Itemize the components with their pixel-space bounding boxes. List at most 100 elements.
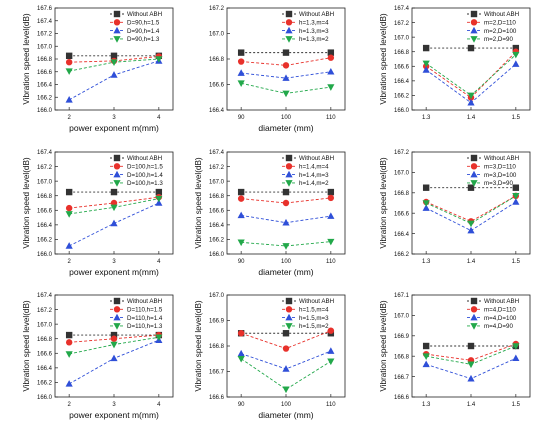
data-point [110,204,118,212]
data-point [327,84,335,91]
x-tick-label: 1.3 [422,115,431,121]
legend-label: Without ABH [127,155,162,162]
y-axis-label: Vibration speed level(dB) [194,300,203,392]
legend-label: h=1.3,m=3 [299,28,329,35]
data-point [110,188,118,196]
legend-marker [470,323,478,330]
legend-label: m=4,D=90 [484,323,513,330]
y-tick-label: 167.0 [37,322,53,328]
x-tick-label: 2 [67,259,71,265]
series-1 [65,188,163,196]
legend-marker [470,36,478,43]
y-tick-label: 167.0 [394,314,410,320]
y-tick-label: 166.2 [37,95,53,101]
data-point [282,386,290,394]
data-point [237,239,245,247]
data-point [327,67,335,75]
data-point [237,349,245,357]
data-point [327,238,335,246]
legend-marker [285,170,293,178]
y-tick-label: 166.6 [37,351,53,357]
y-tick-label: 166.8 [209,57,225,63]
x-tick-label: 1.3 [422,402,431,408]
panel-5: 166.0 166.2 166.4 166.6 166.8 167.0 167.2 167.4… [194,150,346,277]
x-axis-label: power exponent m(mm) [69,123,159,133]
legend-label: m=2,D=100 [484,28,517,35]
legend-label: Without ABH [484,155,519,162]
x-axis-label: diameter (mm) [258,123,313,133]
data-point [422,200,430,207]
data-point [282,62,290,69]
legend-marker [113,10,121,18]
data-point [65,58,73,66]
legend-label: Without ABH [127,11,162,18]
x-tick-label: 1.3 [422,259,431,265]
series-1 [237,330,335,337]
data-point [65,351,73,358]
series-4 [65,334,163,358]
legend-marker [470,10,478,18]
legend-label: h=1.4,m=4 [299,164,329,171]
series-3 [237,211,335,226]
legend-label: Without ABH [299,155,334,162]
y-tick-label: 167.4 [209,150,225,156]
data-point [237,58,245,65]
series-4 [422,51,520,100]
data-point [110,341,118,349]
y-tick-label: 166.4 [209,108,225,114]
y-tick-label: 166.9 [394,334,410,340]
y-tick-label: 166.0 [37,108,53,114]
series-3 [65,336,163,387]
x-tick-label: 4 [157,115,161,121]
data-point [237,195,245,202]
data-point [65,380,73,387]
data-point [110,354,118,362]
data-point [65,204,73,212]
legend-label: D=100,h=1.4 [127,172,163,179]
data-point [65,68,73,75]
legend-marker [470,154,478,162]
data-point [155,56,163,63]
series-line [425,195,517,224]
x-tick-label: 1.5 [512,259,521,265]
data-point [237,80,245,88]
legend-marker [113,306,121,313]
x-axis-label: power exponent m(mm) [69,410,159,420]
data-point [327,188,335,196]
x-tick-label: 4 [157,402,161,408]
data-point [422,353,430,360]
legend-label: m=2,D=110 [484,20,516,27]
series-4 [422,343,520,369]
data-point [282,188,290,196]
data-point [422,66,430,73]
data-point [282,243,290,250]
data-point [155,195,163,203]
panel-6: 166.2 166.4 166.6 166.8 167.0 167.2 1.3 1.4 1.5 V… [379,150,531,265]
y-tick-label: 167.2 [394,150,410,156]
data-point [237,330,245,337]
legend-marker [113,170,121,178]
data-point [327,212,335,219]
data-point [237,188,245,196]
series-3 [422,354,520,382]
data-point [237,49,245,56]
panel-8: 166.6 166.7 166.8 166.9 167.0 90 100 110 diamete… [194,293,346,420]
data-point [282,345,290,352]
series-4 [422,193,520,228]
y-tick-label: 166.9 [209,319,225,325]
data-point [282,218,290,226]
legend-label: m=3,D=100 [484,172,517,179]
series-line [240,358,332,390]
y-axis-label: Vibration speed level(dB) [22,157,31,249]
series-line [425,54,517,97]
y-tick-label: 167.0 [209,32,225,38]
y-tick-label: 166.4 [394,232,410,238]
legend-marker [285,163,293,170]
data-point [110,331,118,339]
series-3 [422,60,520,106]
legend-label: m=2,D=90 [484,36,513,43]
data-point [327,49,335,56]
y-tick-label: 166.8 [209,344,225,350]
